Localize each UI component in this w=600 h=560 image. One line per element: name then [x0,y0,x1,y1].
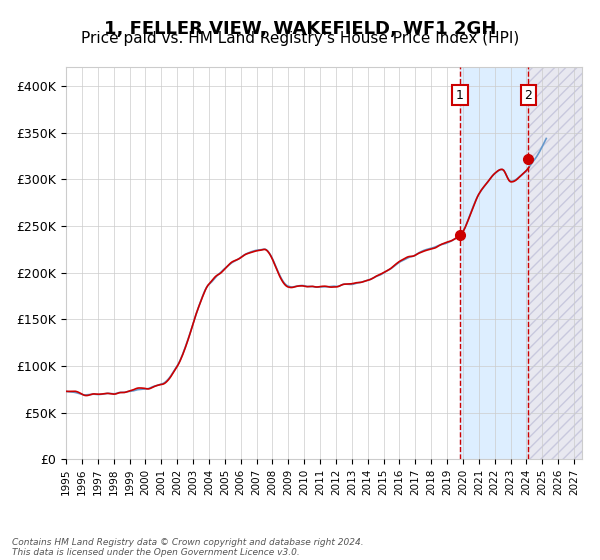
Bar [460,67,529,459]
Bar [529,67,582,459]
Text: 2: 2 [524,88,532,102]
Bar [529,67,582,459]
Text: Contains HM Land Registry data © Crown copyright and database right 2024.
This d: Contains HM Land Registry data © Crown c… [12,538,364,557]
Text: Price paid vs. HM Land Registry's House Price Index (HPI): Price paid vs. HM Land Registry's House … [81,31,519,46]
Text: 1, FELLER VIEW, WAKEFIELD, WF1 2GH: 1, FELLER VIEW, WAKEFIELD, WF1 2GH [104,20,496,38]
Text: 1: 1 [456,88,464,102]
